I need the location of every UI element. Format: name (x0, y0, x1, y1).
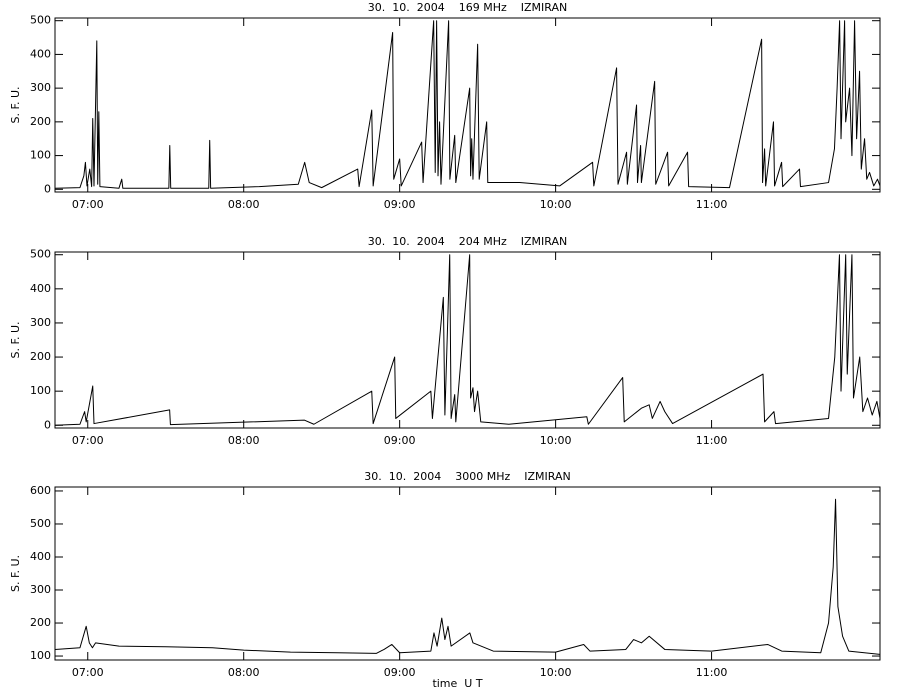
plot-frame (54, 486, 881, 661)
x-tick-label: 08:00 (228, 198, 260, 211)
x-tick-label: 10:00 (540, 198, 572, 211)
plot-frame (54, 17, 881, 193)
y-tick-label: 600 (30, 484, 51, 497)
y-axis-label: S. F. U. (9, 555, 22, 592)
y-tick-label: 0 (44, 418, 51, 431)
x-tick-label: 11:00 (696, 666, 728, 679)
y-tick-label: 100 (30, 384, 51, 397)
y-tick-label: 0 (44, 182, 51, 195)
x-tick-label: 08:00 (228, 666, 260, 679)
x-tick-label: 10:00 (540, 434, 572, 447)
y-tick-label: 200 (30, 616, 51, 629)
y-tick-label: 200 (30, 350, 51, 363)
x-tick-label: 11:00 (696, 198, 728, 211)
x-tick-label: 09:00 (384, 666, 416, 679)
flux-line (55, 498, 880, 655)
x-tick-label: 07:00 (72, 666, 104, 679)
y-tick-label: 500 (30, 517, 51, 530)
panel-title: 30. 10. 2004 169 MHz IZMIRAN (368, 1, 567, 14)
panel-title: 30. 10. 2004 204 MHz IZMIRAN (368, 235, 567, 248)
flux-line (55, 20, 880, 189)
y-tick-label: 400 (30, 282, 51, 295)
flux-line (55, 254, 880, 426)
x-tick-label: 08:00 (228, 434, 260, 447)
panel-title: 30. 10. 2004 3000 MHz IZMIRAN (364, 470, 570, 483)
x-axis-label: time U T (432, 677, 482, 690)
y-axis-label: S. F. U. (9, 86, 22, 123)
y-tick-label: 400 (30, 550, 51, 563)
y-tick-label: 200 (30, 115, 51, 128)
plot-frame (54, 251, 881, 429)
y-axis-label: S. F. U. (9, 321, 22, 358)
y-tick-label: 300 (30, 583, 51, 596)
x-tick-label: 11:00 (696, 434, 728, 447)
x-tick-label: 07:00 (72, 434, 104, 447)
y-tick-label: 100 (30, 649, 51, 662)
y-tick-label: 100 (30, 149, 51, 162)
x-tick-label: 07:00 (72, 198, 104, 211)
x-tick-label: 09:00 (384, 198, 416, 211)
y-tick-label: 300 (30, 81, 51, 94)
y-tick-label: 500 (30, 248, 51, 261)
x-tick-label: 09:00 (384, 434, 416, 447)
x-tick-label: 10:00 (540, 666, 572, 679)
y-tick-label: 400 (30, 47, 51, 60)
y-tick-label: 500 (30, 14, 51, 27)
y-tick-label: 300 (30, 316, 51, 329)
